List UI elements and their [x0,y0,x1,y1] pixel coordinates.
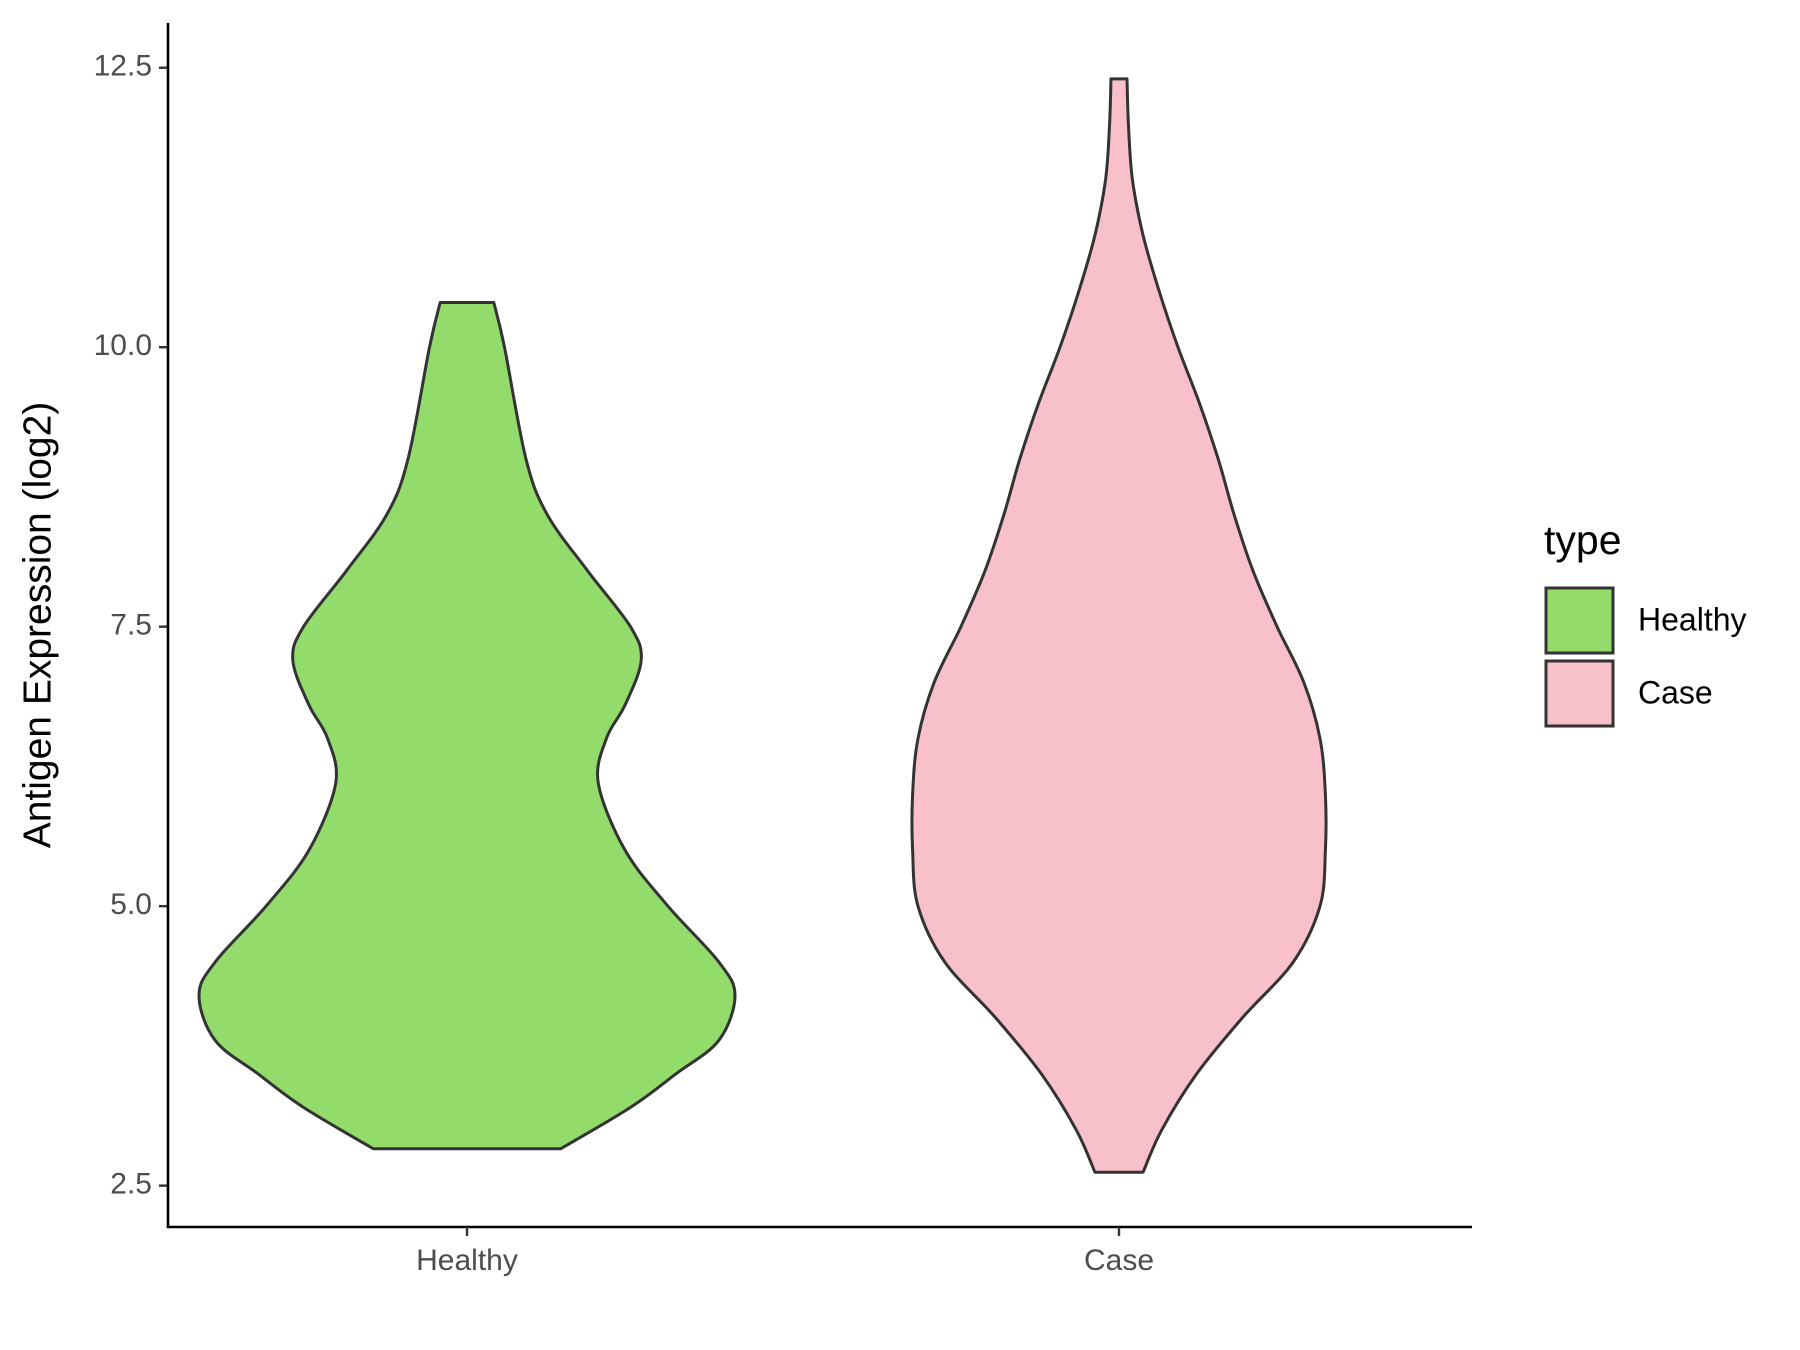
y-tick-label: 5.0 [110,888,152,921]
legend-title: type [1544,517,1622,563]
legend-key [1544,586,1615,655]
y-tick-label: 2.5 [110,1168,152,1201]
y-tick-label: 10.0 [94,329,152,362]
y-axis-title: Antigen Expression (log2) [16,402,59,849]
x-tick-label: Case [1084,1244,1154,1277]
y-tick-label: 12.5 [94,50,152,83]
legend-key [1544,659,1615,728]
legend-label: Healthy [1638,601,1747,637]
x-tick-label: Healthy [416,1244,518,1277]
violin [197,301,737,1151]
y-tick-label: 7.5 [110,609,152,642]
legend-label: Case [1638,674,1713,710]
violin [910,77,1328,1174]
